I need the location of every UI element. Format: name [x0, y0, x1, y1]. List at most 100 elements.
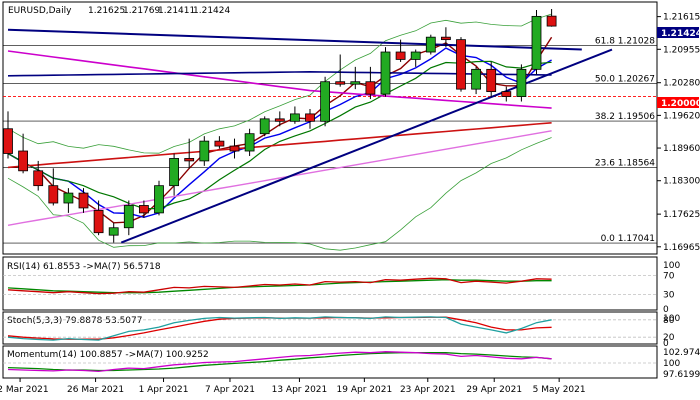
candle-body	[289, 113, 300, 122]
panel-tick-label: 20	[663, 333, 675, 343]
price-axis: 1.21615 1.20955 1.20280 1.19620 1.18960 1.183…	[657, 13, 700, 253]
bollinger-bands	[7, 13, 552, 251]
current-price-label: 1.21424	[661, 29, 700, 39]
rsi-lines	[3, 274, 657, 296]
candle-body	[380, 51, 391, 95]
price-tick-label: 1.20955	[663, 45, 700, 55]
momentum-label: Momentum(14) 100.8857 ->MA(7) 100.9252	[7, 350, 209, 360]
stoch-main-line	[7, 316, 552, 341]
candle-body	[516, 68, 527, 97]
level-marker-label: 1.20000	[661, 99, 700, 109]
price-tick-label: 1.21615	[663, 13, 700, 23]
candle-body	[335, 81, 346, 85]
panel-tick-label: 100	[663, 359, 680, 369]
date-tick-label: 7 Apr 2021	[205, 385, 255, 395]
date-tick-label: 29 Apr 2021	[466, 385, 522, 395]
panel-tick-label: 97.6199	[663, 370, 700, 380]
candle-body	[320, 81, 331, 122]
rsi-ma-line	[7, 279, 552, 294]
candle-body	[169, 158, 180, 187]
candle-body	[395, 51, 406, 60]
candle-body	[214, 140, 225, 147]
candle-body	[154, 185, 164, 214]
price-tick-label: 1.20280	[663, 79, 700, 89]
ohlc-close: 1.21424	[193, 6, 230, 16]
chart-symbol: EURUSD,Daily	[8, 6, 72, 16]
candle-body	[486, 68, 497, 93]
candle-body	[440, 36, 451, 41]
date-tick-label: 5 May 2021	[533, 385, 586, 395]
panel-tick-label: 100	[663, 261, 680, 271]
momentum-ma-line	[7, 352, 552, 372]
candle-body	[108, 227, 119, 236]
momentum-line	[7, 351, 552, 373]
fib-level-label: 23.6 1.18564	[595, 159, 655, 169]
candle-body	[305, 113, 315, 122]
level-marker-box	[657, 97, 699, 108]
price-tick-label: 1.19620	[663, 111, 700, 121]
momentum-lines	[3, 351, 657, 373]
candle-body	[3, 128, 13, 154]
candle-body	[18, 150, 29, 172]
momentum-panel-frame	[2, 345, 658, 379]
panel-tick-label: 80	[663, 316, 675, 326]
momentum-axis: 102.974510097.6199	[663, 348, 700, 380]
candle-body	[365, 81, 376, 95]
candle-body	[350, 81, 361, 85]
panel-tick-label: 30	[663, 291, 675, 301]
candle-body	[138, 205, 149, 214]
panel-tick-label: 70	[663, 271, 675, 281]
date-tick-label: 26 Mar 2021	[67, 385, 124, 395]
candle-body	[48, 185, 59, 204]
ohlc-high: 1.21769	[123, 6, 160, 16]
candle-body	[456, 39, 466, 90]
candle-body	[184, 158, 195, 162]
ma-magenta	[7, 50, 552, 109]
panel-tick-label: 100	[663, 314, 680, 324]
price-tick-label: 1.17625	[663, 210, 700, 220]
date-tick-label: 13 Apr 2021	[272, 385, 328, 395]
candle-body	[33, 170, 44, 187]
current-price-box	[657, 27, 699, 38]
candle-body	[78, 192, 89, 209]
bollinger-lower	[7, 137, 552, 251]
date-tick-label: 22 Mar 2021	[0, 385, 49, 395]
bollinger-upper	[7, 13, 552, 154]
main-panel: EURUSD,Daily 1.21625 1.21769 1.21411 1.2…	[2, 1, 700, 255]
candle-body	[229, 145, 240, 152]
candle-body	[244, 133, 255, 152]
ma-red	[7, 122, 552, 169]
fib-level-label: 50.0 1.20267	[595, 74, 655, 84]
candle-body	[410, 51, 421, 60]
ohlc-open: 1.21625	[88, 6, 125, 16]
date-tick-label: 23 Apr 2021	[400, 385, 456, 395]
date-axis: 22 Mar 2021 26 Mar 2021 1 Apr 2021 7 Apr 20…	[0, 378, 586, 395]
panel-tick-label: 102.9745	[663, 348, 700, 358]
candle-body	[546, 15, 557, 27]
fib-level-label: 38.2 1.19506	[595, 112, 655, 122]
candle-body	[93, 210, 104, 234]
price-tick-label: 1.18960	[663, 144, 700, 154]
price-markers: 1.20000 1.21424	[657, 27, 700, 109]
stoch-label: Stoch(5,3,3) 79.8878 53.5077	[7, 316, 142, 326]
candle-body	[501, 91, 512, 97]
date-tick-label: 1 Apr 2021	[139, 385, 189, 395]
momentum-panel: Momentum(14) 100.8857 ->MA(7) 100.9252 1…	[2, 345, 700, 380]
price-tick-label: 1.18300	[663, 177, 700, 187]
ohlc-low: 1.21411	[158, 6, 195, 16]
fib-level-label: 0.0 1.17041	[601, 234, 655, 244]
candle-body	[531, 15, 542, 70]
price-tick-label: 1.16965	[663, 243, 700, 253]
candle-body	[259, 118, 270, 135]
candles	[3, 8, 557, 243]
candle-body	[63, 192, 74, 204]
rsi-label: RSI(14) 61.8553 ->MA(7) 56.5718	[7, 262, 161, 272]
date-tick-label: 19 Apr 2021	[337, 385, 393, 395]
fib-level-label: 61.8 1.21028	[595, 37, 655, 47]
candle-body	[425, 36, 436, 53]
